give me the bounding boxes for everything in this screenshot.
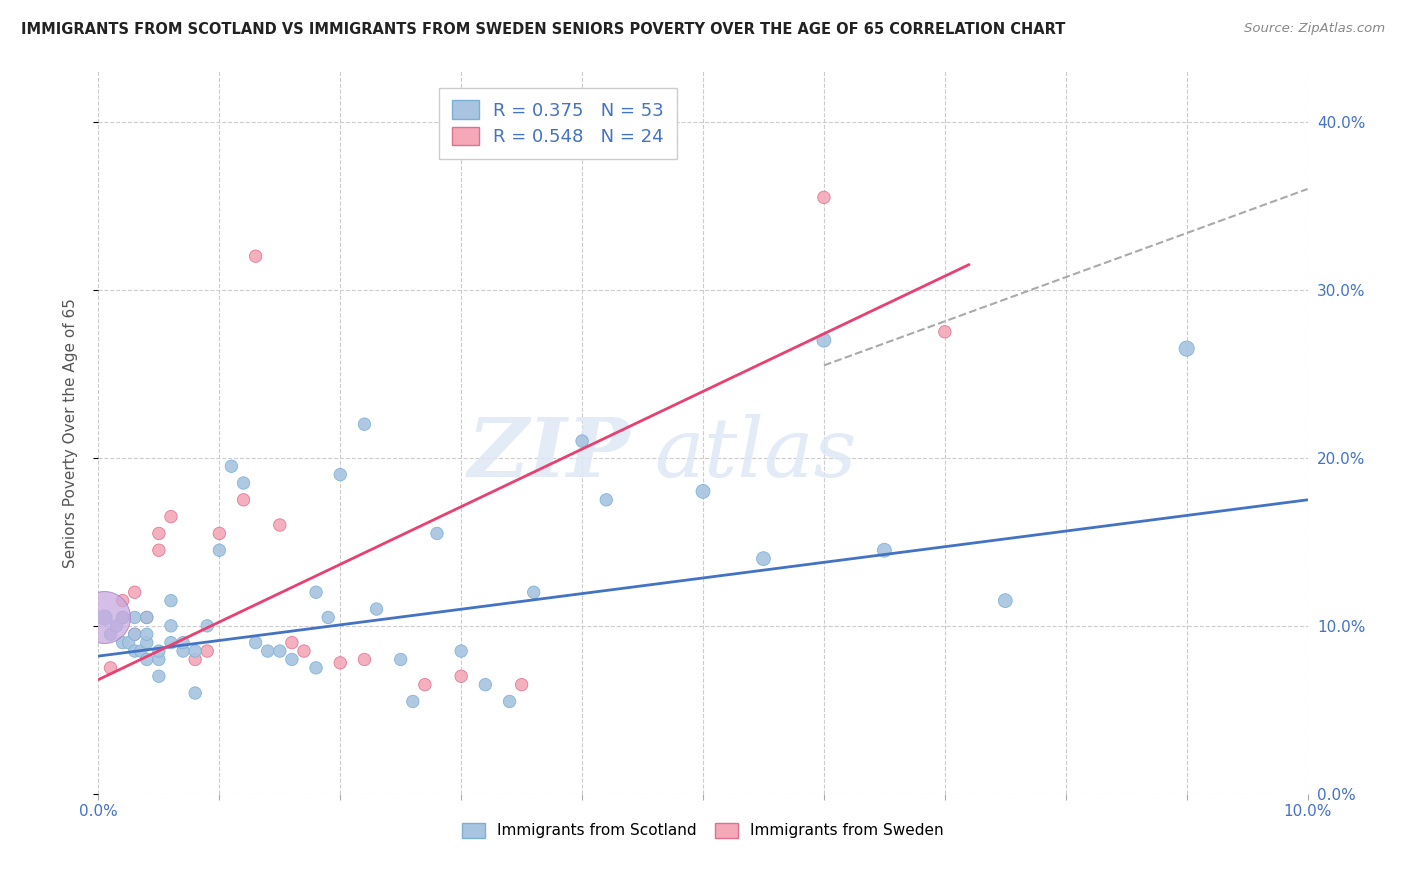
Point — [148, 526, 170, 541]
Point — [450, 669, 472, 683]
Point — [269, 518, 291, 533]
Point — [353, 417, 375, 432]
Text: IMMIGRANTS FROM SCOTLAND VS IMMIGRANTS FROM SWEDEN SENIORS POVERTY OVER THE AGE : IMMIGRANTS FROM SCOTLAND VS IMMIGRANTS F… — [21, 22, 1066, 37]
Point — [256, 644, 278, 658]
Point — [426, 526, 449, 541]
Point — [111, 610, 134, 624]
Point — [269, 644, 291, 658]
Point — [510, 678, 533, 692]
Point — [160, 509, 183, 524]
Point — [172, 635, 194, 649]
Point — [523, 585, 546, 599]
Point — [172, 644, 194, 658]
Point — [595, 492, 617, 507]
Point — [135, 652, 157, 666]
Point — [195, 619, 218, 633]
Point — [184, 652, 207, 666]
Text: ZIP: ZIP — [468, 414, 630, 494]
Point — [111, 593, 134, 607]
Point — [292, 644, 315, 658]
Point — [160, 593, 183, 607]
Point — [813, 190, 835, 204]
Point — [135, 627, 157, 641]
Point — [135, 635, 157, 649]
Point — [100, 661, 122, 675]
Point — [571, 434, 593, 448]
Point — [413, 678, 436, 692]
Point — [232, 476, 254, 491]
Y-axis label: Seniors Poverty Over the Age of 65: Seniors Poverty Over the Age of 65 — [63, 298, 77, 567]
Point — [245, 249, 267, 263]
Text: Source: ZipAtlas.com: Source: ZipAtlas.com — [1244, 22, 1385, 36]
Point — [208, 526, 231, 541]
Point — [184, 686, 207, 700]
Point — [100, 627, 122, 641]
Point — [148, 543, 170, 558]
Point — [934, 325, 956, 339]
Point — [450, 644, 472, 658]
Point — [813, 333, 835, 347]
Point — [232, 492, 254, 507]
Point — [124, 610, 146, 624]
Point — [389, 652, 412, 666]
Point — [105, 619, 128, 633]
Point — [160, 635, 183, 649]
Point — [148, 669, 170, 683]
Point — [124, 644, 146, 658]
Point — [160, 619, 183, 633]
Point — [135, 610, 157, 624]
Point — [692, 484, 714, 499]
Point — [184, 644, 207, 658]
Point — [111, 635, 134, 649]
Point — [124, 627, 146, 641]
Point — [366, 602, 388, 616]
Point — [402, 694, 425, 708]
Point — [281, 652, 304, 666]
Point — [124, 585, 146, 599]
Point — [135, 610, 157, 624]
Point — [118, 635, 141, 649]
Point — [498, 694, 520, 708]
Point — [994, 593, 1017, 607]
Point — [124, 627, 146, 641]
Point — [129, 644, 152, 658]
Point — [93, 610, 115, 624]
Point — [873, 543, 896, 558]
Point — [208, 543, 231, 558]
Point — [93, 610, 115, 624]
Point — [148, 644, 170, 658]
Point — [195, 644, 218, 658]
Point — [329, 467, 352, 482]
Point — [245, 635, 267, 649]
Point — [148, 652, 170, 666]
Point — [1175, 342, 1198, 356]
Point — [281, 635, 304, 649]
Point — [305, 585, 328, 599]
Point — [474, 678, 496, 692]
Point — [305, 661, 328, 675]
Point — [353, 652, 375, 666]
Point — [316, 610, 339, 624]
Legend: Immigrants from Scotland, Immigrants from Sweden: Immigrants from Scotland, Immigrants fro… — [453, 814, 953, 847]
Point — [329, 656, 352, 670]
Point — [221, 459, 243, 474]
Point — [111, 610, 134, 624]
Point — [752, 551, 775, 566]
Text: atlas: atlas — [655, 414, 858, 494]
